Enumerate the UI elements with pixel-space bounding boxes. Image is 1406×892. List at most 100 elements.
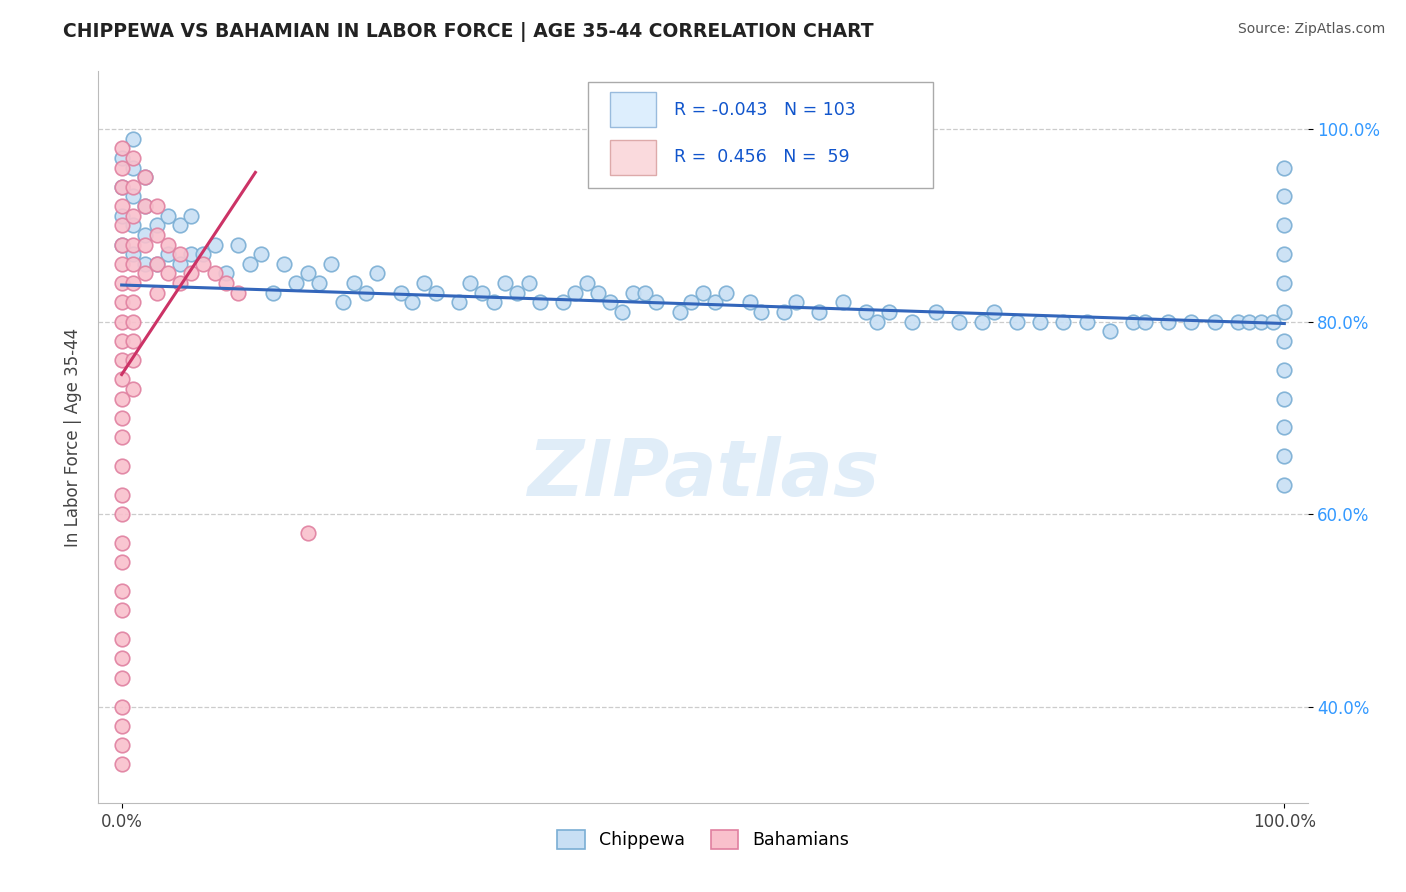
Point xyxy=(297,526,319,541)
Point xyxy=(111,738,134,752)
Point xyxy=(134,227,156,242)
Point xyxy=(1272,305,1295,319)
Point xyxy=(111,237,134,252)
Point xyxy=(716,285,738,300)
Point xyxy=(145,257,167,271)
Point xyxy=(517,276,540,290)
Point xyxy=(575,276,598,290)
Point xyxy=(145,227,167,242)
Legend: Chippewa, Bahamians: Chippewa, Bahamians xyxy=(557,830,849,849)
Point xyxy=(122,151,145,165)
Point xyxy=(494,276,516,290)
Y-axis label: In Labor Force | Age 35-44: In Labor Force | Age 35-44 xyxy=(63,327,82,547)
Point xyxy=(145,199,167,213)
Point xyxy=(482,295,505,310)
Point xyxy=(204,237,226,252)
Point xyxy=(122,179,145,194)
Point xyxy=(471,285,494,300)
Point xyxy=(111,179,134,194)
Point xyxy=(111,353,134,368)
Point xyxy=(111,651,134,665)
Point xyxy=(145,257,167,271)
Point xyxy=(1226,315,1249,329)
Point xyxy=(111,536,134,550)
Point xyxy=(122,257,145,271)
Point xyxy=(1272,362,1295,376)
Point xyxy=(122,247,145,261)
Point xyxy=(901,315,924,329)
Point xyxy=(1180,315,1202,329)
Point xyxy=(122,237,145,252)
Point xyxy=(506,285,529,300)
Text: R = -0.043   N = 103: R = -0.043 N = 103 xyxy=(673,101,856,119)
Point xyxy=(1052,315,1074,329)
Point xyxy=(122,209,145,223)
Point xyxy=(145,285,167,300)
Point xyxy=(145,219,167,233)
Point xyxy=(366,267,388,281)
Point xyxy=(111,488,134,502)
Text: R =  0.456   N =  59: R = 0.456 N = 59 xyxy=(673,148,849,166)
Point xyxy=(134,170,156,185)
Point xyxy=(1250,315,1272,329)
Point xyxy=(111,632,134,647)
Point xyxy=(111,372,134,386)
Point xyxy=(180,247,202,261)
Point xyxy=(111,671,134,685)
Point xyxy=(157,209,180,223)
Point xyxy=(134,199,156,213)
Point xyxy=(1272,334,1295,348)
Point xyxy=(191,247,214,261)
Point xyxy=(308,276,330,290)
Point xyxy=(122,276,145,290)
Point xyxy=(1029,315,1052,329)
Point xyxy=(122,315,145,329)
Point xyxy=(610,305,633,319)
Point xyxy=(621,285,644,300)
Point xyxy=(401,295,423,310)
Text: CHIPPEWA VS BAHAMIAN IN LABOR FORCE | AGE 35-44 CORRELATION CHART: CHIPPEWA VS BAHAMIAN IN LABOR FORCE | AG… xyxy=(63,22,875,42)
Point xyxy=(111,430,134,444)
Point xyxy=(111,315,134,329)
Point xyxy=(389,285,412,300)
Point xyxy=(111,757,134,772)
Point xyxy=(924,305,946,319)
Point xyxy=(111,161,134,175)
Point xyxy=(111,719,134,733)
Point xyxy=(273,257,295,271)
Point xyxy=(169,276,191,290)
Point xyxy=(111,603,134,617)
Point xyxy=(134,257,156,271)
Point xyxy=(1157,315,1180,329)
Point xyxy=(645,295,668,310)
Point xyxy=(1005,315,1028,329)
Point xyxy=(877,305,900,319)
Point xyxy=(157,247,180,261)
Point xyxy=(122,132,145,146)
Point xyxy=(460,276,482,290)
Point xyxy=(588,285,610,300)
FancyBboxPatch shape xyxy=(610,140,655,175)
FancyBboxPatch shape xyxy=(588,82,932,188)
Point xyxy=(215,267,238,281)
Point xyxy=(1272,450,1295,464)
Point xyxy=(634,285,657,300)
Point xyxy=(1272,392,1295,406)
Point xyxy=(332,295,354,310)
Point xyxy=(564,285,586,300)
Point xyxy=(134,170,156,185)
Point xyxy=(239,257,262,271)
Point xyxy=(1133,315,1156,329)
Point xyxy=(191,257,214,271)
Point xyxy=(831,295,853,310)
Point xyxy=(111,179,134,194)
Point xyxy=(343,276,366,290)
Point xyxy=(599,295,621,310)
Point xyxy=(122,353,145,368)
Point xyxy=(1272,161,1295,175)
Point xyxy=(169,219,191,233)
Point xyxy=(134,267,156,281)
Point xyxy=(425,285,447,300)
Text: ZIPatlas: ZIPatlas xyxy=(527,435,879,512)
Point xyxy=(855,305,877,319)
